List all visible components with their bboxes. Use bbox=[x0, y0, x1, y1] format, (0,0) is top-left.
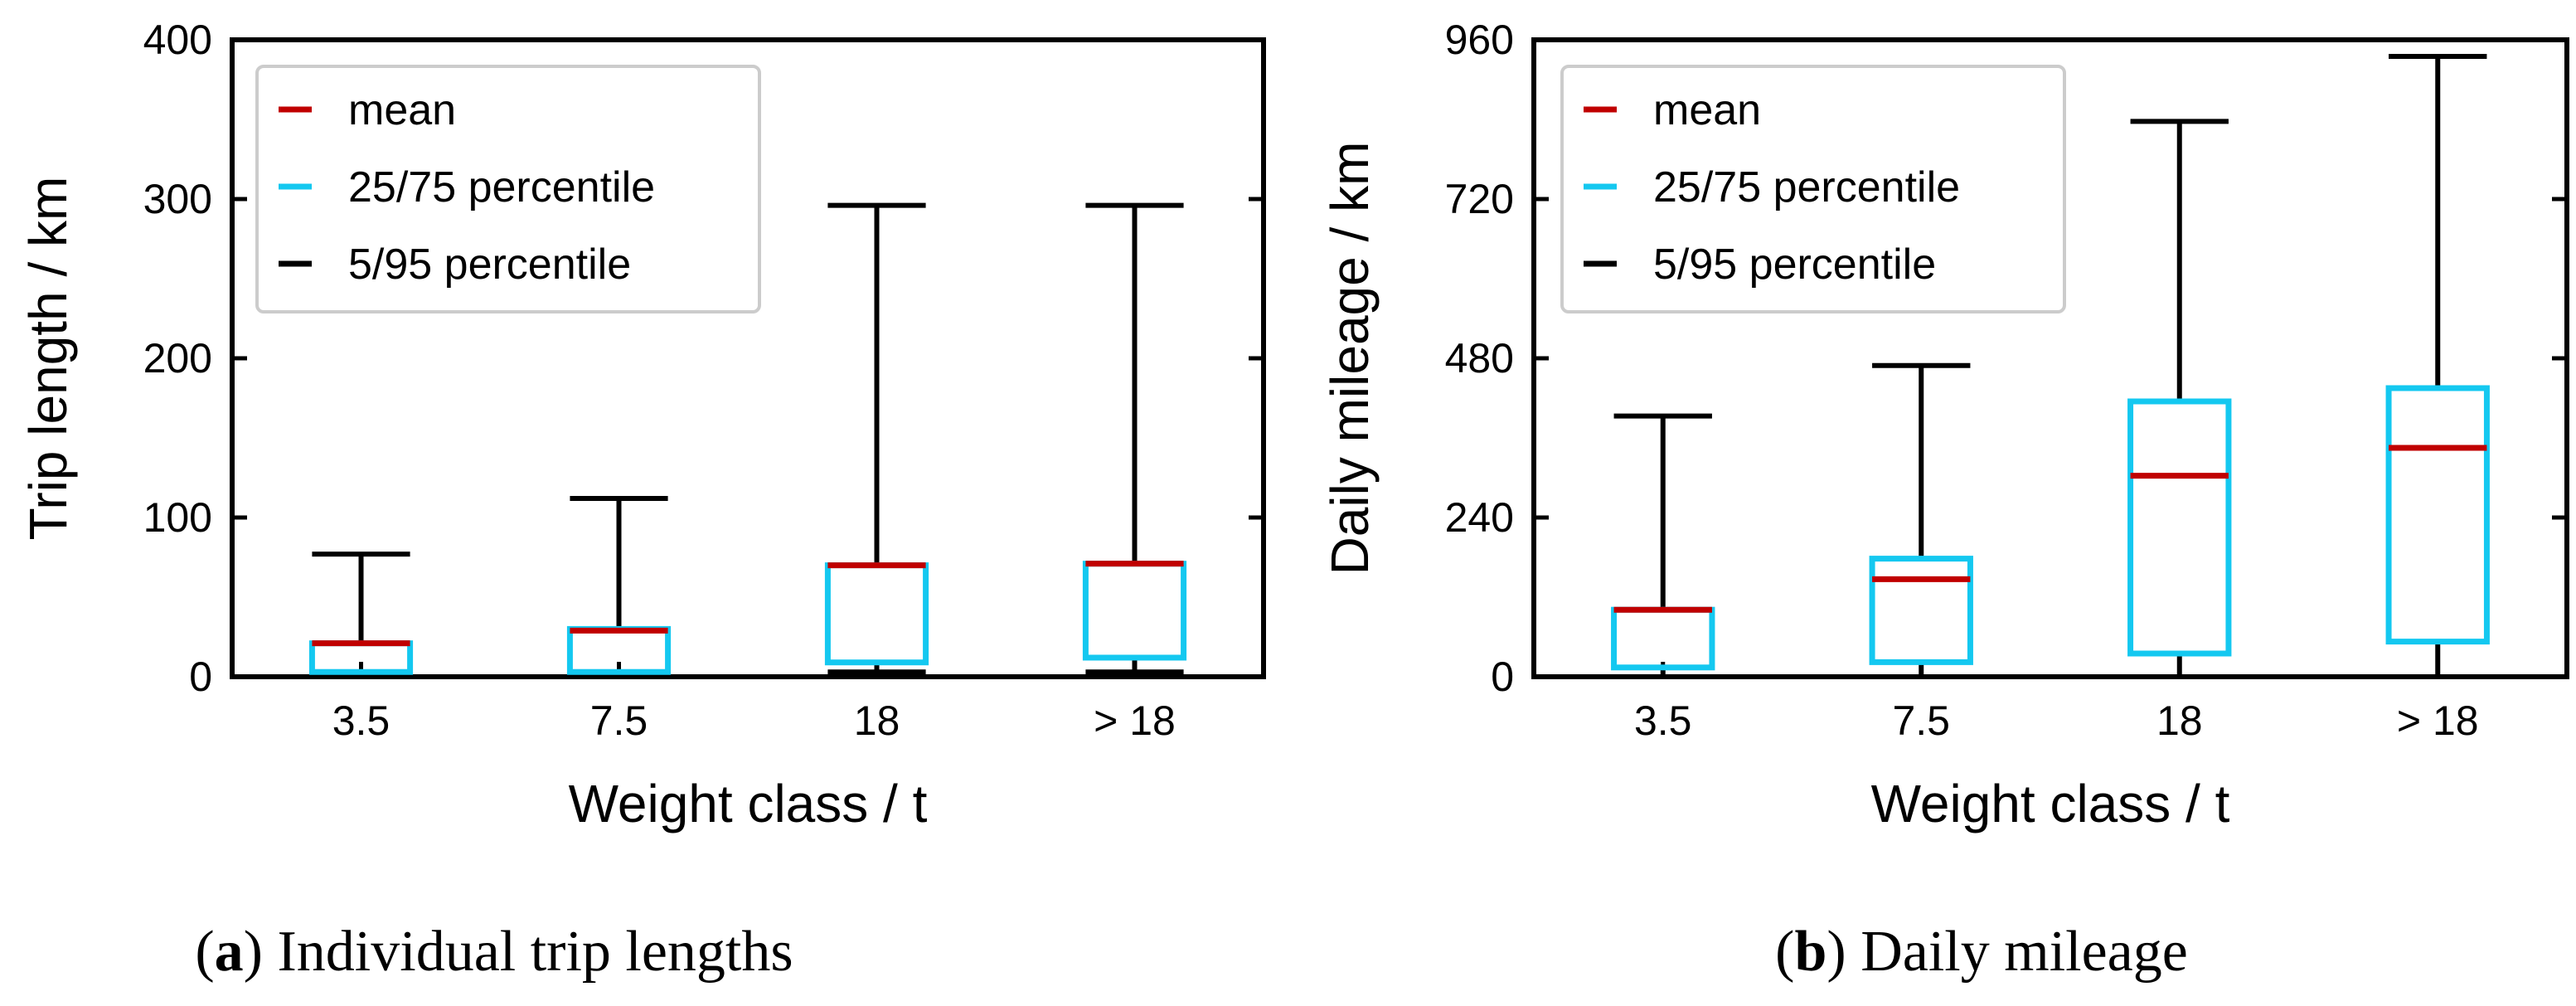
y-tick-label: 200 bbox=[143, 335, 212, 382]
y-tick-label: 300 bbox=[143, 176, 212, 222]
panel-a: 0 100 200 300 400 3.5 7.5 18 > 18 Weight class / … bbox=[18, 17, 1266, 833]
x-tick-label: 3.5 bbox=[332, 697, 391, 744]
legend-label: 25/75 percentile bbox=[348, 163, 655, 211]
y-axis-label: Trip length / km bbox=[18, 177, 78, 541]
y-tick-label: 100 bbox=[143, 494, 212, 541]
quartile-box bbox=[2127, 398, 2232, 657]
legend-box bbox=[1560, 65, 2066, 313]
x-tick-label: 7.5 bbox=[590, 697, 648, 744]
x-axis-label: Weight class / t bbox=[1871, 774, 2230, 833]
x-tick-label: > 18 bbox=[1094, 697, 1176, 744]
legend-label: 5/95 percentile bbox=[348, 241, 631, 289]
quartile-box bbox=[1082, 561, 1187, 661]
y-tick-label: 0 bbox=[1491, 654, 1514, 700]
y-tick-label: 720 bbox=[1445, 176, 1514, 222]
y-tick-label: 0 bbox=[189, 654, 212, 700]
quartile-box bbox=[824, 562, 929, 666]
y-axis-label: Daily mileage / km bbox=[1320, 142, 1380, 576]
caption-b: (b) Daily mileage bbox=[1775, 920, 2188, 984]
y-tick-label: 960 bbox=[1445, 17, 1514, 63]
x-tick-label: 18 bbox=[2156, 697, 2203, 744]
caption-a: (a) Individual trip lengths bbox=[195, 920, 793, 984]
quartile-box bbox=[1869, 556, 1973, 665]
x-axis-label: Weight class / t bbox=[569, 774, 928, 833]
legend-label: 25/75 percentile bbox=[1653, 163, 1960, 211]
quartile-box bbox=[1611, 606, 1715, 671]
legend-label: mean bbox=[348, 86, 456, 134]
legend-label: 5/95 percentile bbox=[1653, 241, 1936, 289]
caption-b-text: ) Daily mileage bbox=[1826, 920, 2187, 984]
panel-b: 0 240 480 720 960 3.5 7.5 18 > 18 Weight class / … bbox=[1320, 17, 2569, 833]
quartile-box bbox=[2385, 385, 2490, 645]
y-tick-label: 240 bbox=[1445, 494, 1514, 541]
legend-box bbox=[255, 65, 761, 313]
x-tick-label: 18 bbox=[854, 697, 900, 744]
caption-a-letter: a bbox=[215, 920, 244, 984]
caption-a-text: ) Individual trip lengths bbox=[244, 920, 793, 984]
x-tick-label: 7.5 bbox=[1892, 697, 1950, 744]
y-tick-label: 400 bbox=[143, 17, 212, 63]
x-tick-label: > 18 bbox=[2397, 697, 2479, 744]
legend-label: mean bbox=[1653, 86, 1761, 134]
x-tick-label: 3.5 bbox=[1634, 697, 1692, 744]
caption-b-letter: b bbox=[1794, 920, 1826, 984]
y-tick-label: 480 bbox=[1445, 335, 1514, 382]
